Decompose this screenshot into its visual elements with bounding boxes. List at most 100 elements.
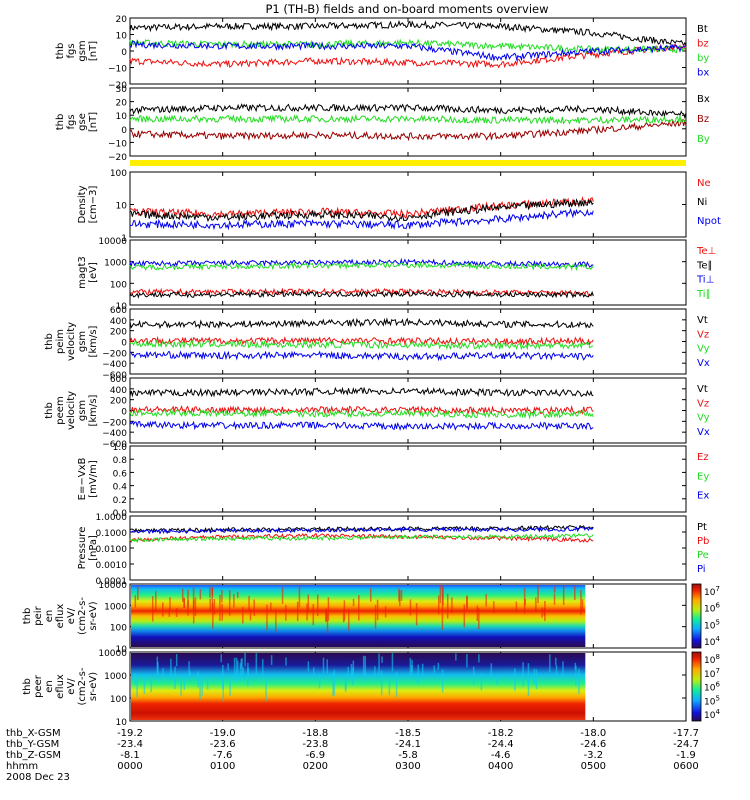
spectrogram-streak bbox=[352, 667, 354, 686]
y-tick-label: 0.6 bbox=[113, 469, 128, 479]
spectrogram-streak bbox=[325, 609, 327, 622]
spectrogram-streak bbox=[441, 669, 444, 693]
spectrogram-streak bbox=[575, 665, 577, 687]
spectrogram-streak bbox=[211, 587, 214, 596]
footer-row-value: 0600 bbox=[673, 761, 698, 772]
y-tick-label: 10 bbox=[116, 32, 128, 42]
spectrogram-streak bbox=[240, 659, 242, 669]
y-tick-label: −10 bbox=[108, 65, 127, 75]
y-tick-label: 100 bbox=[110, 280, 127, 290]
footer-row-value: -18.0 bbox=[580, 728, 606, 739]
spectrogram-streak bbox=[270, 655, 273, 665]
footer-date: 2008 Dec 23 bbox=[6, 772, 70, 783]
spectrogram-streak bbox=[437, 595, 440, 614]
panel-7: 1.0 0.8 0.6 0.4 0.2 0.0 E=−VxB [mV/m] Ez Ey Ex bbox=[77, 443, 709, 519]
spectrogram-streak bbox=[134, 673, 137, 686]
spectrogram-streak bbox=[199, 674, 201, 701]
spectrogram-streak bbox=[515, 601, 518, 613]
spectrogram-streak bbox=[352, 598, 355, 607]
spectrogram-streak bbox=[485, 594, 487, 607]
footer-row-value: -19.0 bbox=[210, 728, 236, 739]
y-axis-label-line: fgs bbox=[66, 114, 77, 129]
spectrogram-streak bbox=[255, 653, 258, 675]
spectrogram-streak bbox=[316, 594, 319, 616]
spectrogram-streak bbox=[493, 601, 495, 613]
y-axis-label: thb fgs gse [nT] bbox=[55, 112, 99, 132]
y-tick-label: 100 bbox=[110, 624, 127, 634]
spectrogram-streak bbox=[312, 667, 315, 675]
spectrogram-streak bbox=[143, 674, 146, 695]
legend-entry: Ti∥ bbox=[696, 289, 711, 300]
spectrogram-streak bbox=[275, 609, 277, 632]
spectrogram-streak bbox=[421, 663, 424, 677]
spectrogram-streak bbox=[211, 588, 214, 612]
spectrogram-streak bbox=[244, 653, 246, 667]
spectrogram-streak bbox=[213, 599, 216, 615]
y-tick-label: 1 bbox=[121, 234, 127, 244]
legend-entry: Pe bbox=[697, 550, 709, 561]
spectrogram-streak bbox=[242, 667, 245, 675]
spectrogram-streak bbox=[399, 590, 401, 607]
legend-entry: Vz bbox=[697, 398, 709, 409]
colorbar-label: 104 bbox=[704, 635, 720, 648]
y-tick-label: −400 bbox=[102, 429, 127, 439]
y-axis-label-line: [nT] bbox=[88, 112, 99, 132]
legend-entry: Vx bbox=[697, 358, 710, 369]
y-axis-label: Pressure [nPa] bbox=[77, 527, 99, 570]
y-axis-label-line: gsm bbox=[77, 400, 88, 421]
y-axis-label-line: eV/ bbox=[66, 607, 77, 624]
footer-row-value: -8.1 bbox=[120, 750, 140, 761]
y-tick-label: 0.0010 bbox=[96, 561, 128, 571]
spectrogram-streak bbox=[233, 593, 235, 608]
y-axis-label: thb peem velocity gsm [km/s] bbox=[44, 391, 99, 430]
y-axis-label-line: (cm2-s- bbox=[77, 597, 88, 635]
spectrogram-streak bbox=[212, 602, 214, 629]
spectrogram-streak bbox=[219, 594, 221, 621]
footer-row-value: 0300 bbox=[395, 761, 420, 772]
y-tick-label: 0.8 bbox=[113, 456, 128, 466]
panel-frame bbox=[129, 515, 687, 581]
spectrogram-streak bbox=[580, 590, 582, 615]
spectrogram-streak bbox=[478, 654, 480, 663]
series-line-Pi bbox=[129, 526, 594, 535]
y-tick-label: 0 bbox=[121, 126, 127, 136]
y-tick-label: 400 bbox=[110, 386, 127, 396]
spectrogram-streak bbox=[381, 656, 383, 663]
y-tick-label: −600 bbox=[102, 371, 127, 381]
y-tick-label: 0.1000 bbox=[96, 529, 128, 539]
colorbar bbox=[691, 583, 702, 649]
spectrogram-streak bbox=[527, 663, 530, 686]
spectrogram-streak bbox=[455, 653, 457, 661]
series-line-Vz bbox=[129, 404, 594, 415]
spectrogram-streak bbox=[533, 668, 536, 685]
spectrogram-streak bbox=[174, 673, 176, 690]
spectrogram-streak bbox=[358, 595, 360, 621]
footer-row-label: thb_Y-GSM bbox=[6, 739, 59, 750]
spectrogram-streak bbox=[241, 658, 243, 678]
y-tick-label: 0 bbox=[121, 408, 127, 418]
footer-row-value: -19.2 bbox=[117, 728, 143, 739]
y-tick-label: 20 bbox=[116, 15, 128, 25]
footer-row-value: -18.8 bbox=[302, 728, 328, 739]
footer-row-value: -6.9 bbox=[306, 750, 326, 761]
y-tick-label: 1000 bbox=[104, 602, 127, 612]
spectrogram-streak bbox=[541, 607, 543, 618]
spectrogram-streak bbox=[183, 676, 186, 691]
y-tick-label: 20 bbox=[116, 99, 128, 109]
legend-entry: Vt bbox=[697, 315, 708, 326]
spectrogram-streak bbox=[378, 653, 380, 676]
y-tick-label: 600 bbox=[110, 306, 127, 316]
spectrogram-streak bbox=[364, 656, 367, 675]
y-axis-label-line: velocity bbox=[66, 322, 77, 361]
y-axis-label: thb peir en eflux eV/(cm2-s-sr-eV) bbox=[22, 597, 99, 635]
colorbar-label: 105 bbox=[704, 694, 720, 707]
y-tick-label: −400 bbox=[102, 360, 127, 370]
colorbar-label: 106 bbox=[704, 681, 720, 694]
spectrogram-streak bbox=[156, 656, 159, 674]
series-line-Bt bbox=[129, 19, 687, 47]
spectrogram-streak bbox=[348, 609, 350, 631]
footer-row-value: -24.4 bbox=[488, 739, 514, 750]
y-axis-label-line: peer bbox=[33, 674, 44, 698]
y-axis-label-line: magt3 bbox=[77, 256, 88, 289]
y-axis-label-line: [eV] bbox=[88, 262, 99, 283]
